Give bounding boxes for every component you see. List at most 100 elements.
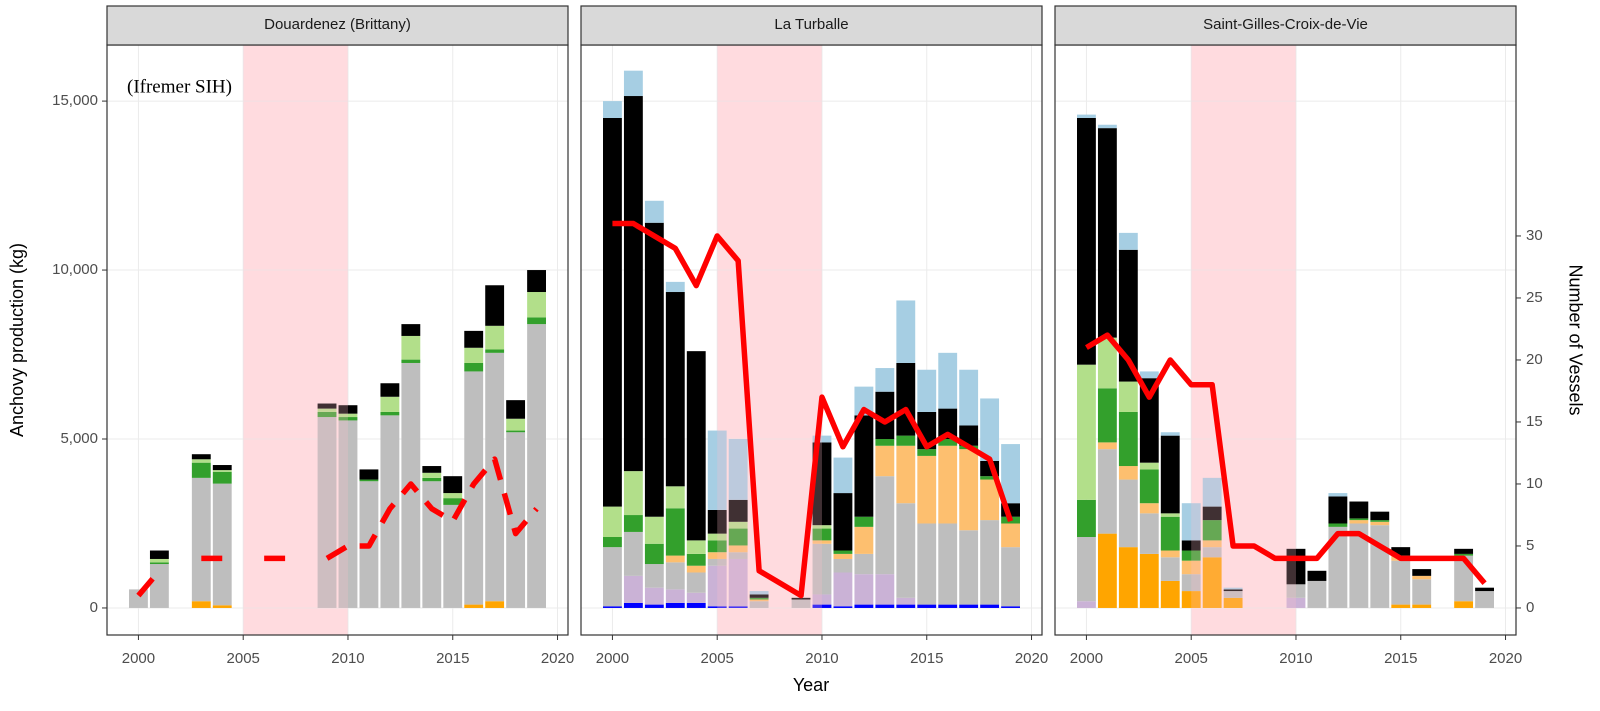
vessel-line xyxy=(612,220,1014,599)
bar-segment xyxy=(1223,587,1243,590)
bar-segment xyxy=(686,602,706,608)
bar-segment xyxy=(854,386,874,416)
x-tick-label: 2015 xyxy=(910,650,943,667)
bar-segment xyxy=(1139,378,1159,463)
bar-segment xyxy=(728,528,748,546)
bar-segment xyxy=(1097,388,1117,443)
strip-label: Douardenez (Brittany) xyxy=(264,16,411,33)
x-tick-label: 2010 xyxy=(1279,650,1312,667)
bar-segment xyxy=(527,317,546,325)
bar-segment xyxy=(917,369,937,412)
bar-segment xyxy=(917,523,937,605)
bar-segment xyxy=(812,594,832,605)
bar-segment xyxy=(443,493,463,499)
bar-segment xyxy=(644,604,664,608)
bar-segment xyxy=(1097,442,1117,450)
x-tick-label: 2005 xyxy=(1175,650,1208,667)
x-tick-label: 2020 xyxy=(541,650,574,667)
bar-segment xyxy=(623,471,643,516)
x-tick-label: 2010 xyxy=(331,650,364,667)
bar-segment xyxy=(1349,518,1369,521)
bar-segment xyxy=(749,597,769,600)
bar-segment xyxy=(707,552,727,559)
bar-segment xyxy=(854,553,874,575)
bar-segment xyxy=(686,592,706,603)
bar-segment xyxy=(938,604,958,608)
bar-segment xyxy=(1181,503,1201,541)
bar-segment xyxy=(980,604,1000,608)
bar-segment xyxy=(1454,553,1474,556)
annotation: (Ifremer SIH) xyxy=(127,76,232,97)
highlight-overlay xyxy=(1191,45,1296,635)
x-tick-label: 2005 xyxy=(701,650,734,667)
x-tick-label: 2000 xyxy=(596,650,629,667)
bar-segment xyxy=(833,606,853,608)
bar-segment xyxy=(1001,523,1020,548)
bar-segment xyxy=(812,525,832,529)
bar-segment xyxy=(338,413,358,418)
bar-segment xyxy=(728,558,748,607)
bar-segment xyxy=(338,420,358,608)
y2-tick-label: 30 xyxy=(1526,227,1543,244)
bar-segment xyxy=(338,417,358,421)
bar-segment xyxy=(359,479,379,482)
bar-segment xyxy=(1202,477,1222,507)
y-tick-label: 15,000 xyxy=(52,92,98,109)
bar-segment xyxy=(749,601,769,608)
x-tick-label: 2010 xyxy=(805,650,838,667)
x-tick-label: 2000 xyxy=(122,650,155,667)
bar-segment xyxy=(149,558,169,563)
y2-tick-label: 20 xyxy=(1526,351,1543,368)
bar-segment xyxy=(938,352,958,409)
bar-segment xyxy=(1412,604,1432,608)
bar-segment xyxy=(686,565,706,573)
bar-segment xyxy=(1077,537,1096,602)
bar-segment xyxy=(1139,469,1159,504)
bar-segment xyxy=(938,523,958,605)
strip xyxy=(106,5,569,46)
bar-segment xyxy=(728,606,748,608)
bar-segment xyxy=(464,330,484,348)
bar-segment xyxy=(1001,547,1020,607)
bar-segment xyxy=(896,435,916,446)
bar-segment xyxy=(812,604,832,608)
bar-segment xyxy=(1286,584,1306,598)
bar-segment xyxy=(728,521,748,529)
bar-segment xyxy=(896,604,916,608)
y2-axis-title: Number of Vessels xyxy=(1565,264,1585,415)
bar-segment xyxy=(707,558,727,566)
bar-segment xyxy=(603,606,622,608)
bar-segment xyxy=(485,285,505,326)
bar-segment xyxy=(1160,550,1180,558)
bar-segment xyxy=(938,408,958,440)
x-tick-label: 2020 xyxy=(1015,650,1048,667)
bar-segment xyxy=(1202,506,1222,521)
bar-segment xyxy=(1118,411,1138,467)
bar-segment xyxy=(875,445,895,477)
bar-segment xyxy=(665,486,685,509)
bar-segment xyxy=(338,405,358,414)
bar-segment xyxy=(1097,449,1117,534)
bar-segment xyxy=(644,516,664,544)
bar-segment xyxy=(896,597,916,605)
bar-segment xyxy=(1391,547,1411,556)
bar-segment xyxy=(665,589,685,603)
strip-label: Saint-Gilles-Croix-de-Vie xyxy=(1203,16,1368,33)
bar-segment xyxy=(917,449,937,456)
bar-segment xyxy=(1328,496,1348,524)
bar-segment xyxy=(686,553,706,566)
bar-segment xyxy=(422,477,442,482)
bar-segment xyxy=(212,605,232,608)
bar-segment xyxy=(212,470,232,472)
bar-segment xyxy=(1349,501,1369,519)
bar-segment xyxy=(686,572,706,593)
bar-segment xyxy=(1118,547,1138,608)
y-tick-label: 5,000 xyxy=(60,430,98,447)
bar-segment xyxy=(149,564,169,608)
bar-segment xyxy=(854,574,874,605)
bar-segment xyxy=(1223,589,1243,592)
bar-segment xyxy=(191,459,211,463)
bar-segment xyxy=(1139,371,1159,379)
bar-segment xyxy=(1077,114,1096,118)
